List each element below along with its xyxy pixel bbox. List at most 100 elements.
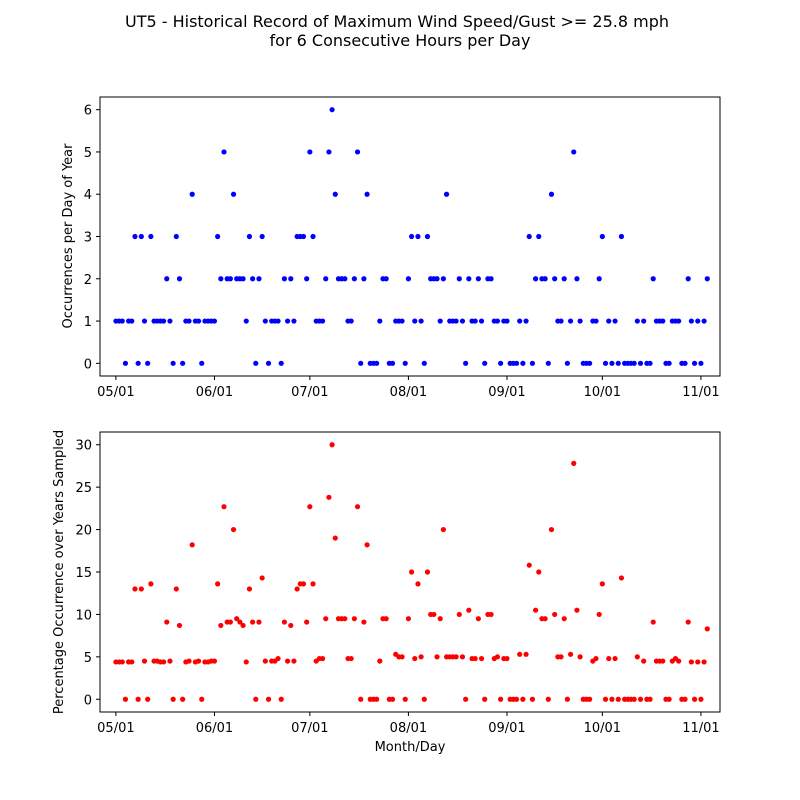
data-point <box>453 654 459 660</box>
data-point <box>281 619 288 625</box>
data-point <box>529 696 536 702</box>
data-point <box>319 655 326 662</box>
data-point <box>482 696 488 702</box>
x-tick-label: 09/01 <box>488 385 525 400</box>
data-point <box>548 191 555 197</box>
data-point <box>412 655 418 662</box>
data-point <box>536 569 542 575</box>
data-point <box>288 622 294 629</box>
data-point <box>250 619 256 625</box>
data-point <box>253 696 259 702</box>
data-point <box>135 360 141 366</box>
data-point <box>148 581 154 587</box>
data-point <box>323 276 329 282</box>
data-point <box>167 658 173 664</box>
data-point <box>676 318 682 324</box>
data-point <box>609 360 615 366</box>
data-point <box>300 233 307 240</box>
data-point <box>606 318 612 324</box>
data-point <box>358 360 364 366</box>
data-point <box>132 233 138 240</box>
data-point <box>421 360 427 366</box>
data-point <box>688 659 694 665</box>
data-point <box>415 581 421 587</box>
data-point <box>434 276 440 282</box>
y-axis-label: Occurrences per Day of Year <box>61 143 76 329</box>
data-point <box>698 360 704 366</box>
data-point <box>488 611 494 618</box>
x-tick-label: 07/01 <box>291 385 328 400</box>
data-point <box>647 696 653 702</box>
data-point <box>332 191 338 197</box>
data-point <box>704 626 710 632</box>
data-point <box>265 360 272 366</box>
data-point <box>173 233 179 240</box>
data-point <box>526 233 532 240</box>
data-point <box>129 659 135 665</box>
data-point <box>351 276 357 282</box>
data-point <box>176 622 183 629</box>
data-point <box>618 575 625 581</box>
data-point <box>437 616 443 622</box>
x-tick-label: 09/01 <box>488 721 525 736</box>
data-point <box>637 360 644 366</box>
data-point <box>567 318 574 324</box>
y-tick-label: 2 <box>84 273 92 288</box>
data-point <box>253 360 259 366</box>
data-point <box>504 318 510 324</box>
data-point <box>170 696 176 702</box>
data-point <box>691 696 698 702</box>
data-point <box>256 619 262 625</box>
data-point <box>307 149 313 155</box>
data-point <box>615 696 621 702</box>
data-point <box>256 276 262 282</box>
y-tick-label: 20 <box>75 524 92 539</box>
data-point <box>405 616 412 622</box>
data-point <box>571 460 577 466</box>
y-tick-label: 30 <box>75 439 92 454</box>
data-point <box>532 607 539 613</box>
data-point <box>402 696 408 702</box>
data-point <box>587 360 593 366</box>
data-point <box>542 276 548 282</box>
x-tick-label: 07/01 <box>291 721 328 736</box>
data-point <box>459 318 466 324</box>
data-point <box>240 622 246 629</box>
data-point <box>186 318 192 324</box>
data-point <box>399 654 405 660</box>
y-axis-label: Percentage Occurrence over Years Sampled <box>52 430 67 714</box>
data-point <box>459 654 466 660</box>
occurrences-chart: 05/01 06/01 07/01 08/01 09/01 10/01 11/01 0 1 2 3 4… <box>61 96 721 400</box>
data-point <box>504 655 510 662</box>
x-tick-label: 06/01 <box>196 721 233 736</box>
data-point <box>609 696 615 702</box>
data-point <box>119 659 125 665</box>
data-point <box>132 586 138 592</box>
data-point <box>564 696 570 702</box>
data-point <box>472 655 478 662</box>
data-point <box>170 360 176 366</box>
data-point <box>494 654 501 660</box>
data-point <box>526 562 532 568</box>
data-point <box>377 318 383 324</box>
data-point <box>532 276 539 282</box>
data-point <box>122 696 129 702</box>
data-point <box>498 696 504 702</box>
data-point <box>284 658 291 664</box>
data-point <box>377 658 383 664</box>
y-tick-label: 5 <box>84 146 92 161</box>
data-point <box>310 581 316 587</box>
data-point <box>342 616 348 622</box>
data-point <box>517 318 523 324</box>
y-tick-label: 15 <box>75 566 92 581</box>
data-point <box>641 658 647 664</box>
data-point <box>682 696 688 702</box>
data-point <box>326 494 332 500</box>
data-point <box>300 581 307 587</box>
data-point <box>577 318 583 324</box>
data-point <box>246 233 253 240</box>
data-point <box>246 586 253 592</box>
data-point <box>463 360 469 366</box>
